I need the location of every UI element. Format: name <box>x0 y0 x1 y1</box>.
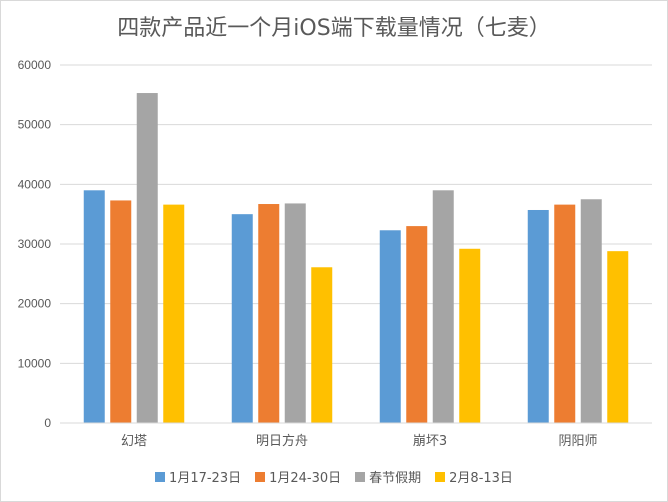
bar <box>163 204 185 423</box>
legend-item: 2月8-13日 <box>435 467 513 486</box>
legend-swatch <box>355 471 366 482</box>
y-tick-label: 30000 <box>18 237 52 251</box>
x-tick-label: 崩坏3 <box>413 434 447 449</box>
bar <box>459 248 481 423</box>
x-tick-label: 明日方舟 <box>256 433 308 449</box>
bar <box>83 190 105 423</box>
y-tick-label: 50000 <box>18 118 52 132</box>
legend-item: 春节假期 <box>355 467 421 486</box>
bar <box>136 93 158 423</box>
bar <box>231 214 253 423</box>
legend-item: 1月24-30日 <box>255 467 341 486</box>
bar <box>580 199 602 423</box>
bar <box>607 251 629 423</box>
legend-item: 1月17-23日 <box>155 467 241 486</box>
bar <box>258 204 280 423</box>
bar <box>311 267 333 423</box>
legend-swatch <box>155 471 166 482</box>
legend-label: 1月24-30日 <box>269 471 342 486</box>
bar <box>379 230 401 423</box>
legend-label: 1月17-23日 <box>169 471 242 486</box>
bar <box>432 190 454 423</box>
y-tick-label: 40000 <box>18 177 52 191</box>
x-tick-label: 幻塔 <box>121 434 147 449</box>
legend-label: 春节假期 <box>369 471 422 486</box>
legend-label: 2月8-13日 <box>449 471 513 486</box>
chart-title: 四款产品近一个月iOS端下载量情况（七麦） <box>117 16 551 41</box>
y-tick-label: 0 <box>44 416 51 430</box>
bar <box>554 204 576 423</box>
bar <box>284 203 306 423</box>
bar <box>406 226 428 423</box>
bar <box>110 200 132 423</box>
y-tick-label: 10000 <box>18 356 52 370</box>
bar <box>527 209 549 423</box>
y-tick-label: 60000 <box>18 58 52 72</box>
x-tick-label: 阴阳师 <box>558 434 597 449</box>
legend-swatch <box>435 471 446 482</box>
y-tick-label: 20000 <box>18 297 52 311</box>
legend-swatch <box>255 471 266 482</box>
chart-legend: 1月17-23日 1月24-30日 春节假期 2月8-13日 <box>0 467 668 486</box>
